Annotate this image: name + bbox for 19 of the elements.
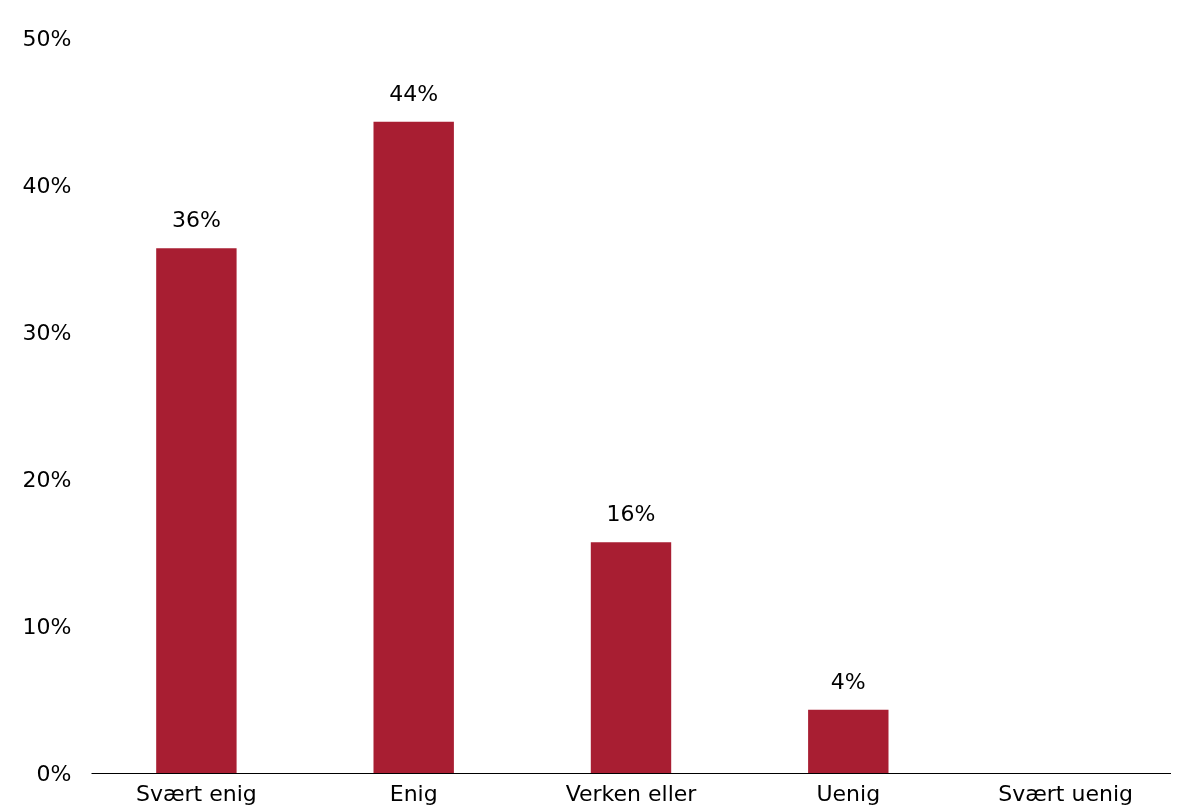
x-tick-label: Enig <box>389 780 438 806</box>
y-tick-label: 10% <box>22 613 72 639</box>
data-label: 16% <box>606 501 656 527</box>
x-tick-label: Svært uenig <box>998 780 1133 806</box>
y-tick-label: 30% <box>22 319 72 345</box>
y-tick-label: 40% <box>22 172 72 198</box>
bar <box>590 542 672 773</box>
x-tick-label: Uenig <box>816 780 881 806</box>
data-label: 44% <box>389 80 439 106</box>
x-tick-label: Verken eller <box>565 780 698 806</box>
bar <box>373 121 454 773</box>
x-tick-label: Svært enig <box>135 780 257 806</box>
y-tick-label: 50% <box>22 25 72 51</box>
bar <box>156 248 237 773</box>
y-tick-label: 20% <box>22 466 72 492</box>
data-label: 4% <box>830 668 866 694</box>
y-tick-label: 0% <box>36 760 72 786</box>
data-label: 36% <box>171 207 221 233</box>
bar <box>808 709 889 773</box>
